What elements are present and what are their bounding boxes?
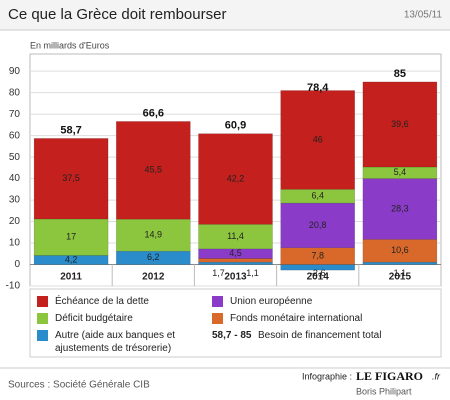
legend-swatch <box>212 313 223 324</box>
brand-suffix: .fr <box>432 371 441 381</box>
brand: LE FIGARO <box>356 369 423 383</box>
bar-segment <box>198 258 273 263</box>
credit-prefix: Infographie : <box>302 371 352 381</box>
value-label: 6,2 <box>147 252 160 262</box>
x-tick-label: 2014 <box>307 272 330 283</box>
x-tick-label: 2011 <box>60 272 82 283</box>
date: 13/05/11 <box>404 10 443 21</box>
bar-segment <box>280 90 355 190</box>
bar-segment <box>198 224 273 250</box>
header-band <box>0 0 450 30</box>
legend-label: Autre (aide aux banques et ajustements d… <box>55 330 176 354</box>
value-label: 6,4 <box>311 191 324 201</box>
legend-label: Fonds monétaire international <box>230 313 363 324</box>
total-label: 78,4 <box>307 82 329 94</box>
bar-segment <box>116 218 191 252</box>
bar-segment <box>33 138 109 220</box>
value-label: 42,2 <box>227 173 245 183</box>
y-axis-label: En milliards d'Euros <box>30 40 110 50</box>
value-label: 5,4 <box>394 167 407 177</box>
value-label: 11,4 <box>227 231 244 241</box>
bar-segment <box>362 81 438 168</box>
legend-label: Échéance de la dette <box>55 296 149 307</box>
value-label: 14,9 <box>145 230 163 240</box>
bar-segment <box>198 133 273 225</box>
value-label: 17 <box>66 232 76 242</box>
y-tick-label: 10 <box>9 238 21 249</box>
total-range: 58,7 - 85 <box>212 330 252 341</box>
chart-title: Ce que la Grèce doit rembourser <box>8 6 226 23</box>
y-tick-label: 80 <box>9 87 21 98</box>
value-label: 20,8 <box>309 220 327 230</box>
value-label: 1,7 <box>212 268 225 278</box>
bar-segment <box>362 261 438 265</box>
total-label: 85 <box>394 68 406 80</box>
total-label: 60,9 <box>225 120 246 132</box>
bar-segment <box>198 261 273 265</box>
value-label: 46 <box>313 134 323 144</box>
legend-label: Déficit budgétaire <box>55 313 133 324</box>
legend-swatch <box>212 296 223 307</box>
value-label: 4,5 <box>229 248 242 258</box>
source: Sources : Société Générale CIB <box>8 380 150 391</box>
legend-box <box>29 288 442 358</box>
x-tick-label: 2015 <box>389 272 412 283</box>
bar-segment <box>362 178 438 240</box>
value-label: 37,5 <box>62 173 80 183</box>
total-label: 58,7 <box>60 124 81 136</box>
y-tick-label: 60 <box>9 130 21 141</box>
value-label: 1,1 <box>246 268 259 278</box>
value-label: 28,3 <box>391 203 409 213</box>
x-tick-label: 2013 <box>224 272 247 283</box>
bar-segment <box>116 121 191 220</box>
author: Boris Philipart <box>356 386 412 396</box>
y-tick-label: 90 <box>9 66 21 77</box>
legend-swatch <box>37 313 48 324</box>
value-label: 4,2 <box>65 254 78 264</box>
value-label: 1,1 <box>394 268 407 278</box>
y-tick-label: 40 <box>9 173 21 184</box>
bar-segment <box>362 166 438 179</box>
y-tick-label: 0 <box>14 259 20 270</box>
value-label: 10,6 <box>391 245 409 255</box>
legend-label: Union européenne <box>230 296 313 307</box>
total-label: 66,6 <box>143 107 164 119</box>
legend-swatch <box>37 296 48 307</box>
bar-segment <box>280 202 355 249</box>
y-tick-label: 70 <box>9 109 21 120</box>
value-label: 45,5 <box>145 165 163 175</box>
y-tick-label: -10 <box>6 281 21 292</box>
y-tick-label: 20 <box>9 216 21 227</box>
value-label: -2,6 <box>310 268 326 278</box>
y-tick-label: 50 <box>9 152 21 163</box>
x-tick-label: 2012 <box>142 272 165 283</box>
legend-swatch <box>37 330 48 341</box>
total-name: Besoin de financement total <box>258 330 382 341</box>
value-label: 39,6 <box>391 119 409 129</box>
value-label: 7,8 <box>311 251 324 261</box>
y-tick-label: 30 <box>9 195 21 206</box>
